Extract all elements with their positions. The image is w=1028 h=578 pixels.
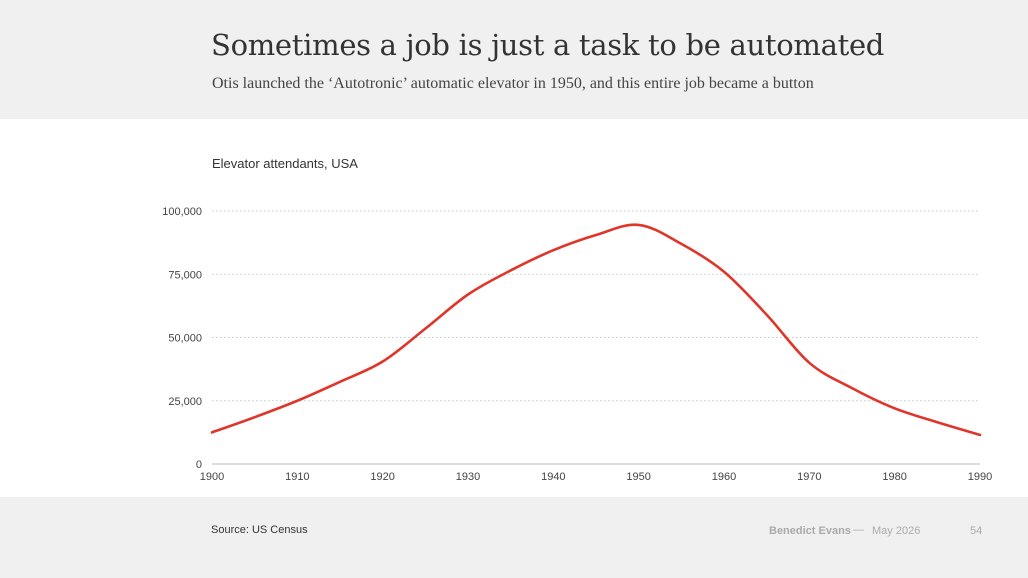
page-subtitle: Otis launched the ‘Autotronic’ automatic…: [212, 75, 814, 92]
chart-title: Elevator attendants, USA: [212, 156, 358, 171]
x-tick-label: 1910: [285, 471, 309, 483]
y-tick-label: 100,000: [162, 206, 202, 218]
x-tick-label: 1990: [968, 471, 992, 483]
series-line: [210, 223, 982, 437]
footer-date: May 2026: [872, 525, 921, 537]
line-chart: 0 25,000 50,000 75,000 100,000 1900 1910 1920 19…: [162, 206, 992, 483]
x-tick-label: 1900: [200, 471, 224, 483]
page-number: 54: [970, 525, 983, 537]
x-tick-label: 1970: [797, 471, 821, 483]
x-tick-label: 1920: [370, 471, 394, 483]
x-tick-label: 1960: [712, 471, 736, 483]
y-tick-label: 0: [196, 459, 202, 471]
x-tick-label: 1940: [541, 471, 565, 483]
source-note: Source: US Census: [211, 524, 308, 536]
page-title: Sometimes a job is just a task to be aut…: [211, 28, 885, 62]
x-tick-label: 1980: [882, 471, 906, 483]
y-tick-label: 75,000: [168, 269, 202, 281]
footer-separator: —: [853, 524, 864, 536]
footer-band: Source: US Census Benedict Evans — May 2…: [0, 497, 1028, 578]
author-name: Benedict Evans: [769, 525, 851, 537]
y-tick-label: 25,000: [168, 396, 202, 408]
x-tick-label: 1950: [626, 471, 650, 483]
x-tick-label: 1930: [456, 471, 480, 483]
header-band: Sometimes a job is just a task to be aut…: [0, 0, 1028, 119]
y-tick-label: 50,000: [168, 333, 202, 345]
